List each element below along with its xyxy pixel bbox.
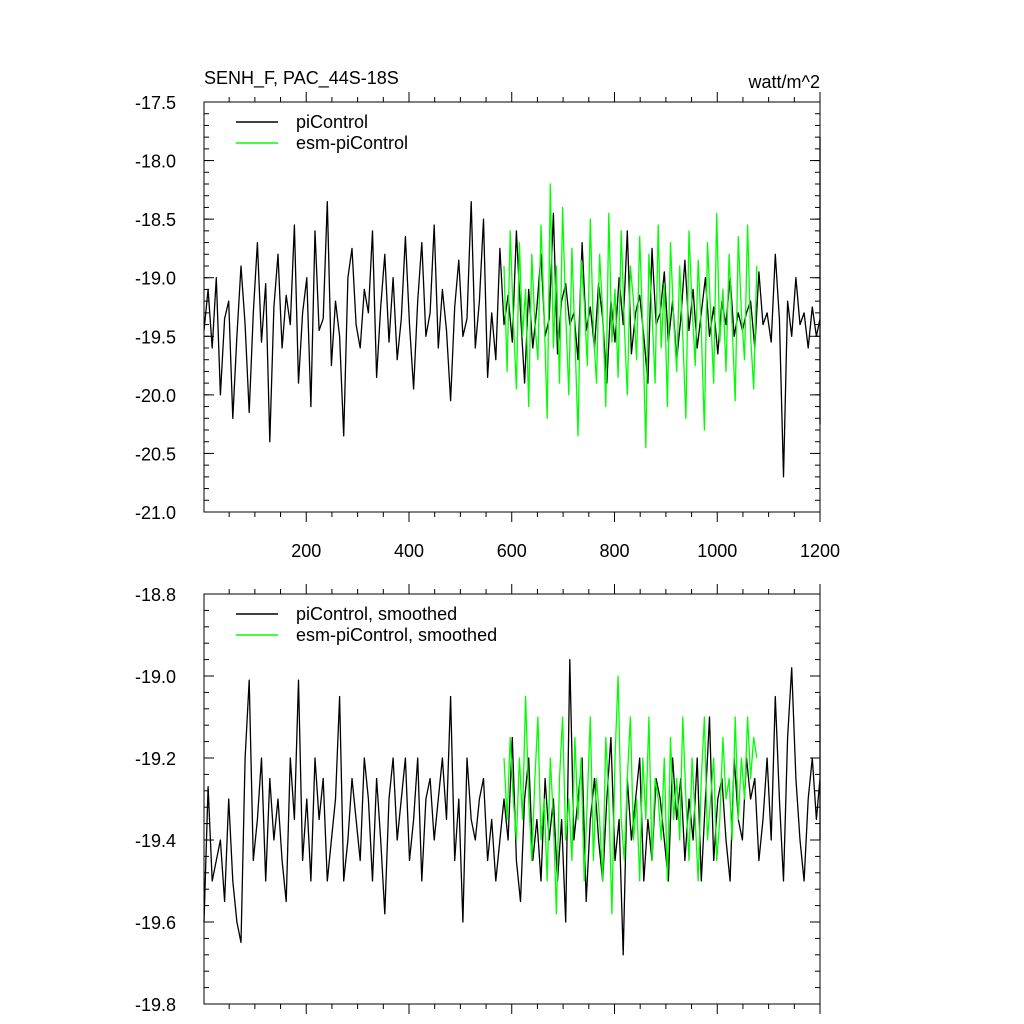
top-panel: -21.0 -20.5 -20.0 -19.5 -19.0 -18.5 -18.0 -17.5…	[135, 92, 840, 561]
y-tick-label: -21.0	[135, 503, 176, 523]
y-tick-label: -20.0	[135, 386, 176, 406]
y-tick-label: -19.6	[135, 913, 176, 933]
y-tick-label: -17.5	[135, 93, 176, 113]
units-label: watt/m^2	[748, 72, 820, 92]
plot-frame	[203, 593, 821, 1005]
x-tick-label: 800	[599, 541, 629, 561]
x-tick-label: 400	[394, 541, 424, 561]
y-tick-label: -19.0	[135, 269, 176, 289]
y-tick-label: -19.4	[135, 831, 176, 851]
x-tick-label: 600	[497, 541, 527, 561]
y-tick-label: -19.5	[135, 327, 176, 347]
x-tick-label: 1200	[800, 541, 840, 561]
legend-label: piControl, smoothed	[296, 604, 457, 624]
y-tick-label: -20.5	[135, 444, 176, 464]
chart-title: SENH_F, PAC_44S-18S	[204, 68, 399, 89]
y-tick-label: -19.8	[135, 995, 176, 1015]
y-tick-label: -18.8	[135, 585, 176, 605]
legend-label: piControl	[296, 112, 368, 132]
y-tick-label: -19.2	[135, 749, 176, 769]
legend-label: esm-piControl	[296, 133, 408, 153]
x-tick-label: 200	[291, 541, 321, 561]
series-line-esm-picontrol	[503, 183, 758, 449]
bottom-panel: -19.8 -19.6 -19.4 -19.2 -19.0 -18.8 piControl,…	[135, 584, 821, 1015]
x-tick-label: 1000	[697, 541, 737, 561]
legend-label: esm-piControl, smoothed	[296, 625, 497, 645]
series-line-picontrol	[203, 658, 821, 956]
series-line-esm-picontrol	[503, 675, 758, 915]
y-tick-label: -19.0	[135, 667, 176, 687]
y-tick-label: -18.5	[135, 210, 176, 230]
y-tick-label: -18.0	[135, 152, 176, 172]
